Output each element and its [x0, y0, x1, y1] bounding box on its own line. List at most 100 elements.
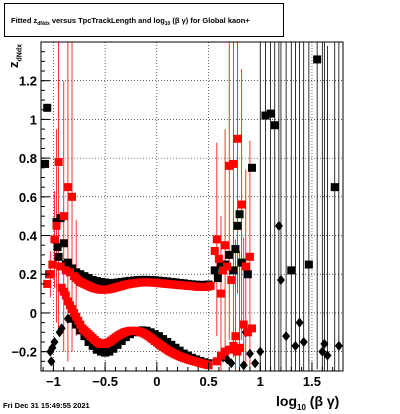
title-middle: versus TpcTrackLength and log	[49, 16, 165, 25]
red-square-marker	[231, 332, 240, 341]
black-diamond-marker	[282, 331, 291, 342]
title-suffix: (β γ) for Global kaon+	[170, 16, 250, 25]
title-sub2: 10	[164, 21, 171, 27]
black-square-marker	[154, 332, 163, 341]
y-tick-label: 0.8	[19, 151, 37, 166]
red-square-marker	[225, 161, 234, 170]
black-square-marker	[213, 274, 222, 283]
black-square-marker	[101, 278, 110, 287]
axis-ticks: −1 −0.5 0 0.5 1 1.5 −0.2 0 0.2 0.4 0.6 0.8 1 1.2	[11, 51, 334, 389]
red-square-marker	[223, 262, 232, 271]
black-square-marker	[330, 183, 339, 192]
x-label-main: log	[276, 393, 297, 409]
red-square-marker	[221, 347, 230, 356]
black-square-marker	[159, 335, 168, 344]
data-series	[41, 42, 343, 371]
black-diamond-marker	[318, 346, 327, 357]
black-square-marker	[121, 333, 130, 342]
black-diamond-marker	[291, 340, 300, 351]
black-diamond-marker	[323, 350, 332, 361]
black-square-marker	[175, 346, 184, 355]
red-square-marker	[225, 345, 234, 354]
red-square-marker	[54, 157, 63, 166]
black-diamond-marker	[295, 317, 304, 328]
title-prefix: Fitted z	[11, 16, 38, 25]
red-square-marker	[61, 266, 70, 275]
y-tick-label: 0.2	[19, 267, 37, 282]
red-square-marker	[247, 324, 256, 333]
black-square-marker	[113, 340, 122, 349]
black-square-marker	[261, 111, 270, 120]
black-square-marker	[266, 109, 275, 118]
red-square-marker	[237, 200, 246, 209]
black-diamond-marker	[227, 358, 236, 369]
black-diamond-marker	[274, 220, 283, 231]
black-diamond-marker	[256, 346, 265, 357]
black-square-marker	[88, 341, 97, 350]
red-square-marker	[233, 347, 242, 356]
y-tick-label: 0.4	[19, 229, 38, 244]
red-square-marker	[212, 357, 221, 366]
black-square-marker	[105, 347, 114, 356]
red-square-marker	[229, 159, 238, 168]
black-square-marker	[105, 278, 114, 287]
black-square-marker	[216, 260, 225, 269]
x-tick-label: −1	[46, 374, 61, 389]
red-square-marker	[227, 276, 236, 285]
black-square-marker	[171, 343, 180, 352]
red-square-marker	[65, 268, 74, 277]
red-square-marker	[46, 270, 55, 279]
black-diamond-marker	[299, 336, 308, 347]
black-square-marker	[53, 243, 62, 252]
red-square-marker	[245, 252, 254, 261]
black-square-marker	[96, 277, 105, 286]
y-tick-label: 1	[30, 112, 37, 127]
black-square-marker	[84, 337, 93, 346]
x-tick-label: −0.5	[92, 374, 118, 389]
black-square-marker	[167, 340, 176, 349]
black-square-marker	[54, 252, 63, 261]
red-square-marker	[59, 212, 68, 221]
black-square-marker	[76, 270, 85, 279]
black-diamond-marker	[50, 336, 59, 347]
black-square-marker	[235, 210, 244, 219]
black-diamond-marker	[276, 275, 285, 286]
black-square-marker	[68, 314, 77, 323]
x-tick-label: 0.5	[200, 374, 218, 389]
black-square-marker	[109, 278, 118, 287]
black-diamond-marker	[245, 348, 254, 359]
black-square-marker	[96, 347, 105, 356]
x-label-sub: 10	[297, 402, 306, 412]
red-square-marker	[219, 266, 228, 275]
black-square-marker	[92, 277, 101, 286]
x-tick-label: 0	[153, 374, 160, 389]
black-square-marker	[229, 266, 238, 275]
chart-title: Fitted zdNdx versus TpcTrackLength and l…	[4, 3, 284, 37]
black-square-marker	[225, 250, 234, 259]
timestamp-footer: Fri Dec 31 15:49:55 2021	[3, 401, 90, 410]
red-square-marker	[243, 328, 252, 337]
red-square-marker	[212, 235, 221, 244]
red-square-marker	[216, 351, 225, 360]
black-square-marker	[233, 221, 242, 230]
black-square-marker	[231, 245, 240, 254]
y-tick-label: −0.2	[11, 345, 37, 360]
black-square-marker	[150, 330, 159, 339]
black-square-marker	[41, 159, 50, 168]
red-square-marker	[52, 221, 61, 230]
black-square-marker	[59, 239, 68, 248]
red-square-marker	[61, 291, 70, 300]
y-tick-label: 1.2	[19, 74, 37, 89]
x-axis-label: log10 (β γ)	[276, 393, 339, 412]
y-tick-label: 0	[30, 306, 37, 321]
red-square-marker	[50, 235, 59, 244]
red-square-marker	[229, 341, 238, 350]
red-square-marker	[48, 260, 57, 269]
black-square-marker	[63, 258, 72, 267]
red-square-marker	[63, 183, 72, 192]
black-square-marker	[101, 348, 110, 357]
black-square-marker	[163, 337, 172, 346]
black-square-marker	[80, 272, 89, 281]
black-square-marker	[88, 276, 97, 285]
